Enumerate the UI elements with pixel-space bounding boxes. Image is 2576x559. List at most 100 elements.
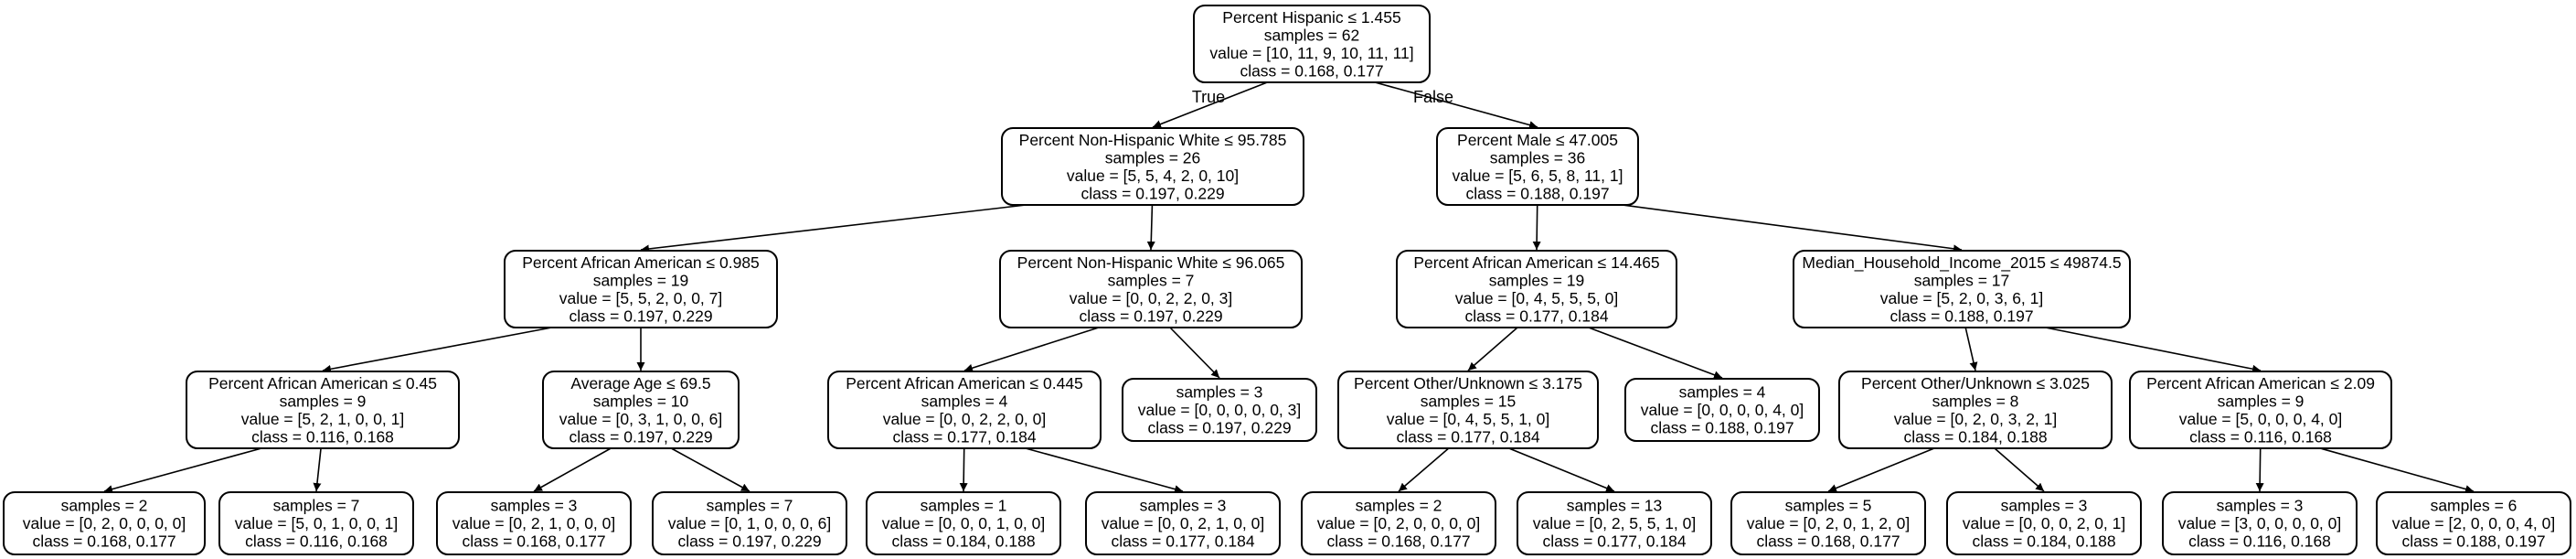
node-box <box>2129 371 2392 449</box>
node-text-line: Percent Hispanic ≤ 1.455 <box>1222 8 1400 27</box>
edge-n6-n14 <box>2045 327 2262 373</box>
edge-n8-n18 <box>670 447 750 492</box>
edge-label-false: False <box>1413 88 1453 106</box>
node-text-line: samples = 7 <box>1108 271 1195 289</box>
node-box <box>827 371 1102 449</box>
node-text-line: class = 0.197, 0.229 <box>1079 306 1222 325</box>
edge-n5-n11 <box>1467 327 1518 371</box>
node-text-line: value = [0, 0, 0, 1, 0, 0] <box>882 514 1046 532</box>
node-text-line: value = [0, 0, 0, 0, 0, 3] <box>1138 401 1302 419</box>
node-text-line: Percent African American ≤ 0.985 <box>522 253 760 272</box>
split-node-n6: Median_Household_Income_2015 ≤ 49874.5sa… <box>1793 250 2131 328</box>
node-text-line: value = [10, 11, 9, 10, 11, 11] <box>1209 44 1413 62</box>
node-text-line: class = 0.197, 0.229 <box>569 306 712 325</box>
node-text-line: samples = 62 <box>1264 26 1360 44</box>
node-box <box>1193 5 1431 83</box>
edge-n9-n20 <box>1025 447 1184 493</box>
node-box <box>999 250 1303 328</box>
node-box <box>1122 378 1317 442</box>
node-text-line: Percent Non-Hispanic White ≤ 95.785 <box>1019 131 1287 149</box>
edge-n5-n12 <box>1588 327 1723 380</box>
node-text-line: value = [5, 5, 4, 2, 0, 10] <box>1067 167 1239 185</box>
split-node-n3: Percent African American ≤ 0.985samples … <box>504 250 778 328</box>
node-text-line: samples = 3 <box>491 497 578 515</box>
node-text-line: class = 0.177, 0.184 <box>892 427 1036 446</box>
node-box <box>2162 491 2358 555</box>
node-text-line: class = 0.188, 0.197 <box>1465 184 1609 202</box>
node-text-line: samples = 4 <box>1679 383 1766 402</box>
node-text-line: value = [0, 4, 5, 5, 5, 0] <box>1455 289 1619 307</box>
split-node-n4: Percent Non-Hispanic White ≤ 96.065sampl… <box>999 250 1303 328</box>
node-box <box>1396 250 1677 328</box>
node-text-line: samples = 36 <box>1490 148 1586 167</box>
edge-n13-n23 <box>1827 447 1935 492</box>
node-text-line: Percent Other/Unknown ≤ 3.175 <box>1354 374 1582 392</box>
node-text-line: samples = 9 <box>2218 392 2305 410</box>
node-text-line: samples = 3 <box>2217 497 2304 515</box>
node-text-line: value = [0, 2, 0, 0, 0, 0] <box>1317 514 1481 532</box>
node-text-line: class = 0.177, 0.184 <box>1542 532 1686 551</box>
node-box <box>436 491 632 555</box>
node-text-line: Percent Male ≤ 47.005 <box>1457 131 1618 149</box>
node-text-line: value = [5, 2, 0, 3, 6, 1] <box>1880 289 2044 307</box>
node-box <box>1624 378 1820 442</box>
node-text-line: value = [0, 2, 1, 0, 0, 0] <box>452 514 616 532</box>
node-text-line: value = [0, 0, 0, 0, 4, 0] <box>1641 401 1804 419</box>
node-text-line: Percent African American ≤ 0.445 <box>846 374 1083 392</box>
node-text-line: Percent African American ≤ 14.465 <box>1413 253 1659 272</box>
split-node-n9: Percent African American ≤ 0.445samples … <box>827 371 1102 449</box>
node-text-line: value = [0, 1, 0, 0, 0, 6] <box>668 514 832 532</box>
node-text-line: samples = 10 <box>593 392 689 410</box>
node-box <box>2376 491 2571 555</box>
node-text-line: class = 0.168, 0.177 <box>1756 532 1900 551</box>
edge-n2-n6 <box>1622 204 1963 253</box>
node-box <box>1793 250 2131 328</box>
node-box <box>1085 491 1281 555</box>
node-text-line: class = 0.116, 0.168 <box>2189 427 2332 446</box>
edge-n3-n7 <box>322 327 552 373</box>
node-text-line: samples = 1 <box>921 497 1007 515</box>
node-text-line: samples = 15 <box>1421 392 1517 410</box>
split-node-n1: Percent Non-Hispanic White ≤ 95.785sampl… <box>1001 127 1304 206</box>
node-text-line: value = [0, 2, 0, 1, 2, 0] <box>1747 514 1911 532</box>
node-text-line: value = [0, 4, 5, 5, 1, 0] <box>1387 410 1550 428</box>
node-text-line: value = [3, 0, 0, 0, 0, 0] <box>2178 514 2342 532</box>
edge-n7-n16 <box>313 447 322 492</box>
edge-n1-n3 <box>640 204 1027 253</box>
node-text-line: Percent Non-Hispanic White ≤ 96.065 <box>1017 253 1285 272</box>
edge-n4-n10 <box>1169 327 1220 379</box>
node-text-line: Median_Household_Income_2015 ≤ 49874.5 <box>1802 253 2121 273</box>
node-text-line: Average Age ≤ 69.5 <box>570 374 710 392</box>
edge-n6-n13 <box>1964 327 1978 371</box>
node-box <box>866 491 1061 555</box>
node-text-line: value = [5, 5, 2, 0, 0, 7] <box>559 289 723 307</box>
node-text-line: class = 0.168, 0.177 <box>1326 532 1470 551</box>
node-text-line: samples = 3 <box>2001 497 2088 515</box>
node-text-line: samples = 19 <box>1489 271 1585 289</box>
node-text-line: value = [5, 0, 1, 0, 0, 1] <box>235 514 399 532</box>
node-box <box>652 491 847 555</box>
node-box <box>1946 491 2142 555</box>
node-text-line: samples = 7 <box>273 497 360 515</box>
node-text-line: class = 0.197, 0.229 <box>569 427 712 446</box>
node-text-line: class = 0.168, 0.177 <box>1240 61 1383 80</box>
node-text-line: samples = 5 <box>1785 497 1872 515</box>
node-text-line: samples = 2 <box>1356 497 1442 515</box>
node-text-line: samples = 8 <box>1932 392 2019 410</box>
node-box <box>504 250 778 328</box>
node-text-line: value = [5, 2, 1, 0, 0, 1] <box>241 410 405 428</box>
